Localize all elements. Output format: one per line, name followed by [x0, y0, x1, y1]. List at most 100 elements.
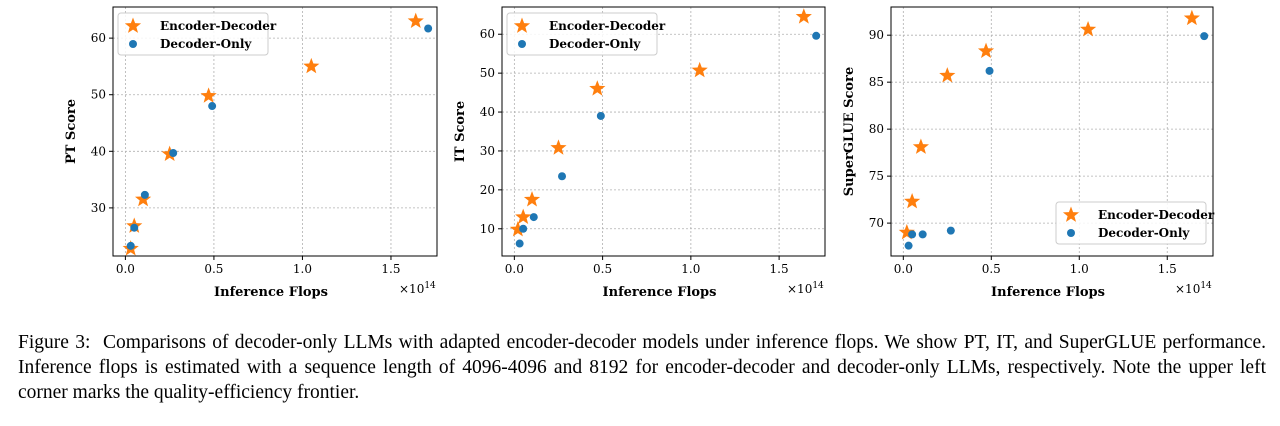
- legend-label: Encoder-Decoder: [1098, 208, 1215, 222]
- x-axis-label: Inference Flops: [214, 285, 328, 300]
- x-tick-label: 1.5: [1158, 262, 1177, 276]
- y-tick-label: 40: [91, 144, 106, 158]
- decoder-only-point: [208, 102, 217, 111]
- decoder-only-point: [519, 224, 528, 233]
- encoder-decoder-point: [691, 61, 708, 78]
- y-tick-label: 50: [91, 88, 106, 102]
- x-axis-multiplier-exponent: 14: [1200, 281, 1212, 291]
- decoder-only-point: [596, 111, 605, 120]
- y-axis-label: IT Score: [453, 101, 468, 162]
- decoder-only-point: [529, 213, 538, 222]
- legend-circle-marker: [1067, 229, 1075, 237]
- y-tick-label: 50: [480, 66, 495, 80]
- x-tick-label: 1.0: [293, 262, 312, 276]
- y-tick-label: 30: [91, 201, 106, 215]
- legend-box: [506, 12, 658, 56]
- encoder-decoder-point: [523, 191, 541, 207]
- x-tick-label: 1.5: [381, 262, 400, 276]
- x-tick-label: 0.5: [593, 262, 612, 276]
- legend-label: Decoder-Only: [1098, 226, 1190, 240]
- encoder-decoder-point: [509, 221, 526, 237]
- decoder-only-point: [1200, 32, 1209, 41]
- y-tick-label: 75: [869, 169, 884, 183]
- encoder-decoder-point: [1079, 21, 1097, 37]
- legend: Encoder-Decoder Decoder-Only: [1055, 201, 1215, 245]
- encoder-decoder-point: [407, 12, 424, 29]
- x-axis-multiplier: ×1014: [1175, 281, 1212, 296]
- caption-label: Figure 3:: [18, 332, 91, 353]
- encoder-decoder-point: [912, 138, 929, 154]
- y-tick-label: 20: [480, 183, 495, 197]
- y-tick-label: 10: [480, 222, 495, 236]
- decoder-only-point: [424, 24, 433, 33]
- legend-circle-marker: [129, 40, 137, 48]
- caption-text: Comparisons of decoder-only LLMs with ad…: [18, 332, 1266, 403]
- x-tick-label: 0.5: [204, 262, 223, 276]
- legend-label: Decoder-Only: [160, 37, 252, 51]
- decoder-only-point: [515, 239, 524, 248]
- x-axis-multiplier: ×1014: [399, 281, 436, 296]
- decoder-only-point: [985, 66, 994, 75]
- encoder-decoder-point: [515, 208, 532, 224]
- figure-caption: Figure 3: Comparisons of decoder-only LL…: [18, 330, 1266, 405]
- decoder-only-point: [126, 241, 135, 250]
- y-tick-label: 80: [869, 122, 884, 136]
- x-tick-label: 0.0: [894, 262, 913, 276]
- decoder-only-point: [812, 31, 821, 40]
- legend-star-marker: [513, 17, 531, 33]
- x-tick-label: 1.5: [770, 262, 789, 276]
- encoder-decoder-point: [898, 224, 915, 240]
- plot-frame: [890, 6, 1214, 257]
- chart-panel-3: 0.0 0.5 1.0 1.5 70 75 80 85 90 Inference Flops Sup…: [842, 6, 1215, 300]
- legend-label: Encoder-Decoder: [549, 19, 666, 33]
- encoder-decoder-point: [904, 193, 921, 209]
- encoder-decoder-point: [939, 67, 956, 83]
- decoder-only-point: [169, 149, 178, 158]
- legend: Encoder-Decoder Decoder-Only: [506, 12, 666, 56]
- encoder-decoder-point: [135, 190, 152, 207]
- x-tick-label: 1.0: [681, 262, 700, 276]
- legend-star-marker: [124, 17, 142, 33]
- y-tick-label: 90: [869, 28, 884, 42]
- encoder-decoder-point: [303, 57, 320, 74]
- y-tick-label: 70: [869, 216, 884, 230]
- y-tick-label: 85: [869, 75, 884, 89]
- x-axis-label: Inference Flops: [603, 285, 717, 300]
- decoder-only-point: [140, 190, 149, 199]
- legend: Encoder-Decoder Decoder-Only: [117, 12, 277, 56]
- decoder-only-point: [904, 241, 913, 250]
- decoder-only-point: [918, 230, 927, 239]
- encoder-decoder-point: [200, 87, 217, 103]
- encoder-decoder-point: [1183, 9, 1200, 26]
- y-tick-label: 60: [480, 27, 495, 41]
- legend-star-marker: [1062, 206, 1080, 222]
- x-tick-label: 0.0: [116, 262, 135, 276]
- decoder-only-point: [558, 172, 567, 181]
- x-tick-label: 0.5: [982, 262, 1001, 276]
- figure-3-charts: 0.0 0.5 1.0 1.5 30 40 50 60 Inference Flops PT Sc…: [64, 6, 1215, 300]
- x-axis-multiplier-exponent: 14: [424, 281, 436, 291]
- x-tick-label: 0.0: [505, 262, 524, 276]
- decoder-only-point: [130, 223, 139, 232]
- y-tick-label: 60: [91, 31, 106, 45]
- plot-frame: [501, 6, 826, 257]
- decoder-only-point: [908, 230, 917, 239]
- x-tick-label: 1.0: [1070, 262, 1089, 276]
- y-tick-label: 40: [480, 105, 495, 119]
- encoder-decoder-point: [795, 8, 812, 24]
- y-axis-label: PT Score: [64, 99, 79, 164]
- encoder-decoder-point: [589, 80, 606, 96]
- legend-label: Decoder-Only: [549, 37, 641, 51]
- x-axis-label: Inference Flops: [991, 285, 1105, 300]
- legend-circle-marker: [518, 40, 526, 48]
- decoder-only-point: [946, 226, 955, 235]
- x-axis-multiplier: ×1014: [787, 281, 824, 296]
- y-tick-label: 30: [480, 144, 495, 158]
- chart-panel-1: 0.0 0.5 1.0 1.5 30 40 50 60 Inference Flops PT Sc…: [64, 6, 438, 300]
- plot-frame: [112, 6, 438, 257]
- x-axis-multiplier-exponent: 14: [812, 281, 824, 291]
- chart-panel-2: 0.0 0.5 1.0 1.5 10 20 30 40 50 60 Inference Flops I…: [453, 6, 826, 300]
- y-axis-label: SuperGLUE Score: [842, 67, 857, 196]
- legend-box: [117, 12, 269, 56]
- legend-label: Encoder-Decoder: [160, 19, 277, 33]
